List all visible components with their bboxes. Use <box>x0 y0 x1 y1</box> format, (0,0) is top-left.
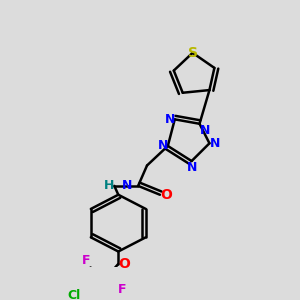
Text: N: N <box>158 140 168 152</box>
Text: N: N <box>122 179 133 192</box>
Text: N: N <box>209 137 220 150</box>
Text: O: O <box>160 188 172 202</box>
Text: H: H <box>104 179 114 192</box>
Text: Cl: Cl <box>68 290 81 300</box>
Text: N: N <box>164 113 175 126</box>
Text: F: F <box>118 283 127 296</box>
Text: F: F <box>82 254 91 268</box>
Text: N: N <box>186 161 197 174</box>
Text: N: N <box>200 124 210 137</box>
Text: S: S <box>188 46 198 60</box>
Text: O: O <box>118 257 130 271</box>
